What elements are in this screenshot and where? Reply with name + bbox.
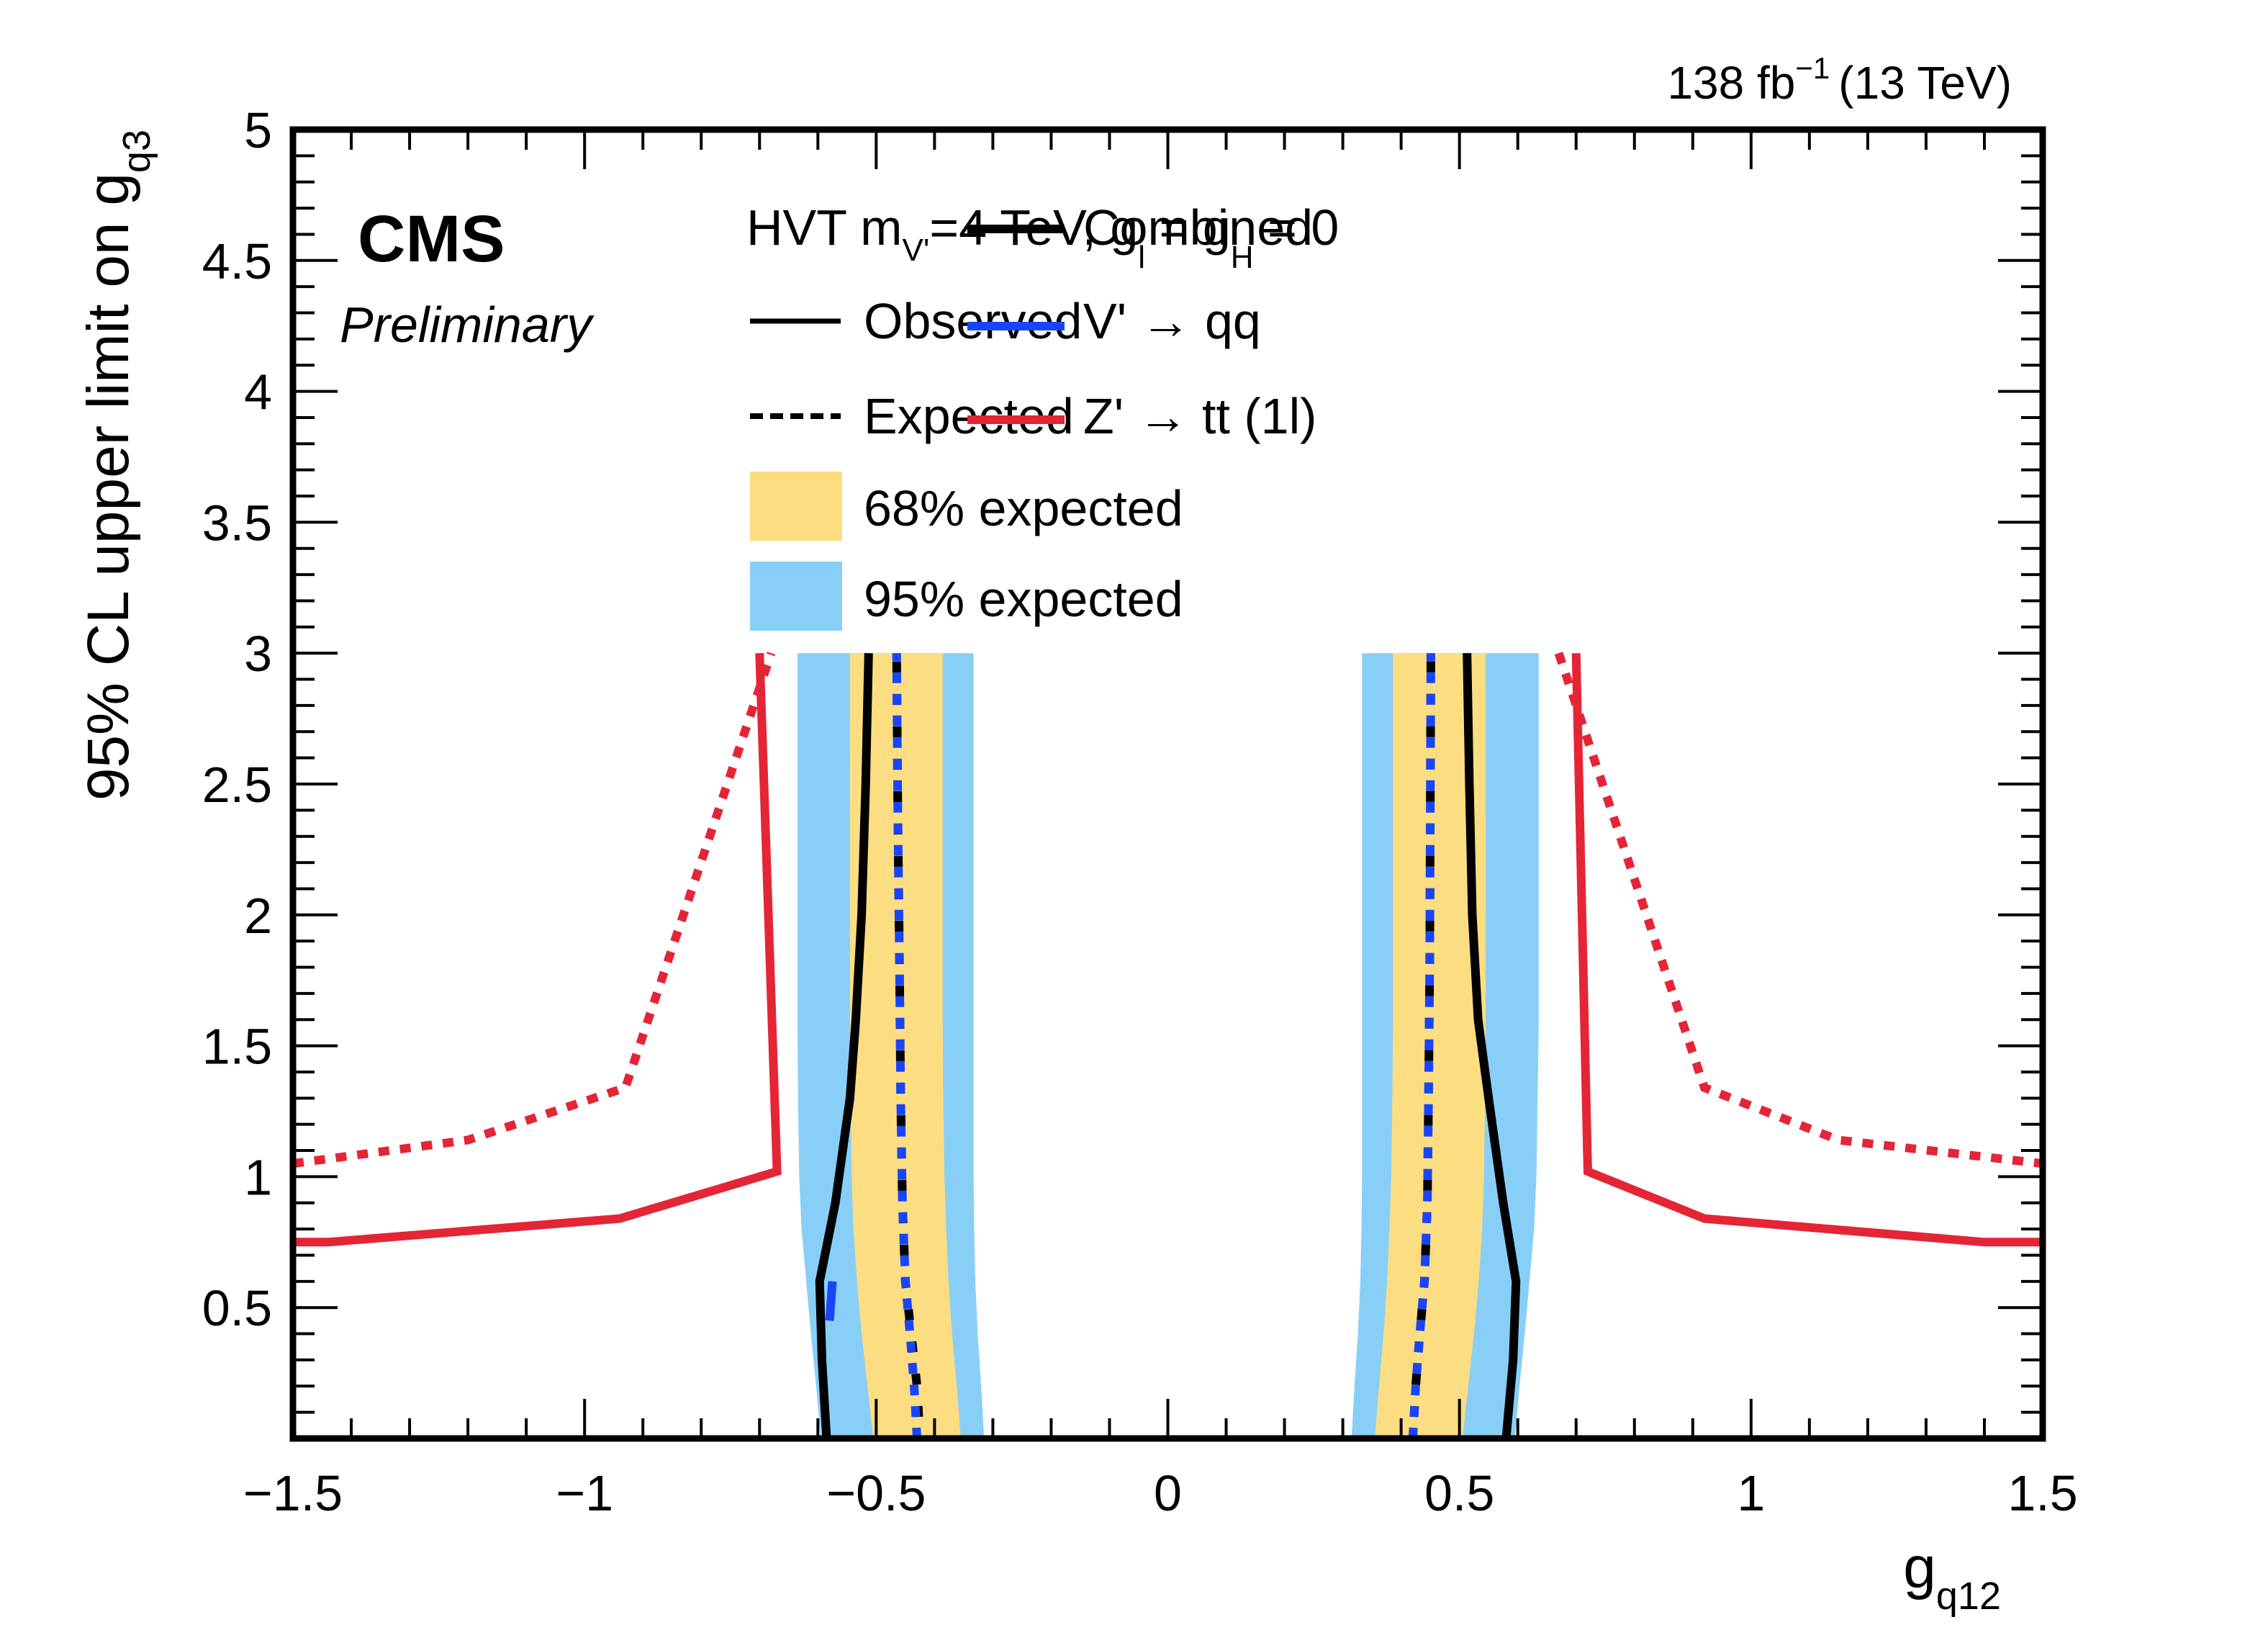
x-tick-label: 0 — [1154, 1465, 1182, 1521]
series-line-2 — [892, 653, 925, 1439]
series-line-5 — [1408, 653, 1435, 1439]
x-tick-label: 1 — [1737, 1465, 1765, 1521]
series-line-8 — [292, 652, 776, 1168]
series-line-9 — [1571, 653, 2043, 1247]
axes: −1.5 −1 −0.5 0 0.5 1 1.5 0.5 1 1.5 2 2.5 3 3.5 4 4.5 5 — [202, 102, 2078, 1521]
series-line-4 — [825, 1281, 837, 1321]
y-tick-label: 0.5 — [202, 1280, 272, 1336]
y-tick-label: 3.5 — [202, 495, 272, 551]
x-tick-label: −0.5 — [826, 1465, 926, 1521]
x-axis-title: gq12 — [1903, 1535, 2001, 1618]
legend-header-mid: = g — [1145, 199, 1231, 256]
series-line-7 — [293, 652, 782, 1247]
experiment-label: CMS — [358, 202, 505, 276]
legend-header-sub: V' — [903, 233, 930, 268]
x-axis-title-sub: q12 — [1936, 1575, 2001, 1618]
legend-label-95: 95% expected — [864, 571, 1183, 627]
y-axis-title: 95% CL upper limit on gq3 — [76, 130, 158, 801]
legend-swatch-95 — [750, 562, 842, 631]
y-axis-title-main: 95% CL upper limit on g — [76, 173, 141, 801]
series-line-3 — [892, 653, 922, 1439]
status-label: Preliminary — [340, 297, 595, 353]
legend: Observed Expected 68% expected 95% expec… — [750, 199, 1316, 631]
legend-header-end: = 0 — [1254, 199, 1339, 256]
legend-swatch-68 — [750, 472, 842, 541]
series-line-10 — [1554, 652, 2043, 1168]
legend-header-sub3: H — [1231, 240, 1254, 275]
y-tick-label: 2 — [244, 888, 272, 944]
legend-header-sub2: l — [1138, 240, 1145, 275]
y-tick-label: 1.5 — [202, 1019, 272, 1075]
x-tick-label: 0.5 — [1424, 1465, 1494, 1521]
y-tick-label: 4 — [244, 364, 272, 420]
series-line-1 — [1463, 653, 1521, 1439]
legend-label-ztt: Z' → tt (1l) — [1083, 388, 1316, 444]
legend-label-68: 68% expected — [864, 480, 1183, 536]
band-68-left — [849, 653, 961, 1439]
y-tick-label: 1 — [244, 1149, 272, 1205]
y-tick-label: 5 — [244, 102, 272, 158]
legend-label-combined: Combined — [1083, 199, 1313, 256]
lumi-label: 138 fb−1 (13 TeV) — [1667, 51, 2012, 109]
y-tick-label: 2.5 — [202, 757, 272, 813]
x-tick-label: −1 — [556, 1465, 613, 1521]
y-axis-title-sub: q3 — [115, 130, 158, 173]
energy-label: (13 TeV) — [1838, 57, 2012, 109]
y-tick-label: 4.5 — [202, 233, 272, 289]
series-line-0 — [815, 653, 873, 1439]
legend-header-main: HVT m — [746, 199, 903, 256]
lumi-value: 138 fb — [1667, 57, 1795, 109]
series-line-6 — [1408, 653, 1435, 1439]
x-tick-label: −1.5 — [243, 1465, 343, 1521]
lumi-superscript: −1 — [1795, 51, 1830, 85]
y-tick-label: 3 — [244, 626, 272, 682]
legend-label-vqq: V' → qq — [1083, 293, 1261, 349]
limit-curves — [292, 652, 2043, 1439]
x-tick-label: 1.5 — [2007, 1465, 2077, 1521]
legend-label-observed: Observed — [864, 293, 1082, 349]
x-axis-title-main: g — [1903, 1535, 1936, 1600]
